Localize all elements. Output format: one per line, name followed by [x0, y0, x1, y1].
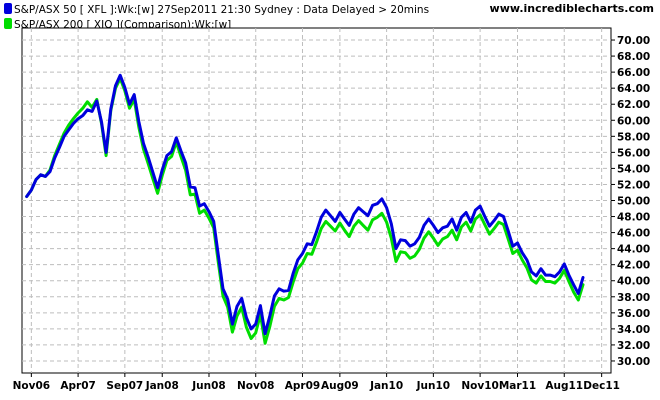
y-tick-label: 36.00: [617, 308, 650, 320]
x-tick-label: Aug11: [545, 380, 583, 392]
y-tick-label: 44.00: [617, 244, 650, 256]
y-tick-label: 60.00: [617, 115, 650, 127]
x-tick-label: Nov06: [13, 380, 50, 392]
y-tick-label: 30.00: [617, 356, 650, 368]
x-tick-label: Aug09: [321, 380, 359, 392]
legend: S&P/ASX 50 [ XFL ]:Wk:[w] 27Sep2011 21:3…: [4, 3, 429, 31]
x-tick-label: Nov08: [237, 380, 274, 392]
series-line-asx50: [25, 73, 585, 336]
y-tick-label: 40.00: [617, 276, 650, 288]
y-tick-label: 50.00: [617, 196, 650, 208]
y-tick-label: 46.00: [617, 228, 650, 240]
x-tick-label: Jun10: [416, 380, 450, 392]
y-tick-label: 34.00: [617, 324, 650, 336]
y-tick-label: 70.00: [617, 35, 650, 47]
y-tick-label: 52.00: [617, 179, 650, 191]
y-tick-label: 32.00: [617, 340, 650, 352]
legend-label-asx50: S&P/ASX 50 [ XFL ]:Wk:[w] 27Sep2011 21:3…: [14, 4, 429, 16]
legend-swatch-asx50: [4, 3, 12, 14]
y-tick-label: 64.00: [617, 83, 650, 95]
grid: [22, 28, 611, 373]
x-tick-label: Apr09: [285, 380, 320, 392]
y-axis: 30.00 32.00 34.00 36.00 38.00 40.00 42.00 44.00…: [611, 35, 650, 368]
y-tick-label: 42.00: [617, 260, 650, 272]
series-layer: [25, 73, 585, 345]
x-tick-label: Jun08: [191, 380, 225, 392]
x-tick-label: Jan10: [369, 380, 403, 392]
y-tick-label: 38.00: [617, 292, 650, 304]
x-tick-label: Sep07: [106, 380, 143, 392]
x-tick-label: Apr07: [60, 380, 95, 392]
y-tick-label: 48.00: [617, 212, 650, 224]
x-axis: Nov06 Apr07 Sep07 Jan08 Jun08 Nov08 Apr09 Aug09…: [13, 373, 620, 392]
x-tick-label: Dec11: [583, 380, 620, 392]
y-tick-label: 68.00: [617, 51, 650, 63]
y-tick-label: 58.00: [617, 131, 650, 143]
x-tick-label: Jan08: [145, 380, 179, 392]
brand-watermark: www.incrediblecharts.com: [490, 2, 654, 15]
legend-swatch-asx200: [4, 18, 12, 29]
y-tick-label: 62.00: [617, 99, 650, 111]
x-tick-label: Nov10: [461, 380, 498, 392]
y-tick-label: 54.00: [617, 163, 650, 175]
y-tick-label: 66.00: [617, 67, 650, 79]
x-tick-label: Mar11: [499, 380, 536, 392]
y-tick-label: 56.00: [617, 147, 650, 159]
